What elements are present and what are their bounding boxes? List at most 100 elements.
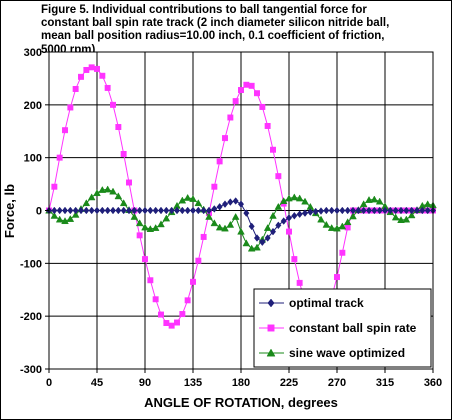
data-point: [205, 212, 213, 220]
legend-marker: [267, 298, 275, 308]
data-point: [419, 206, 426, 215]
data-point: [162, 214, 171, 222]
data-point: [67, 104, 74, 111]
data-point: [248, 82, 255, 89]
data-point: [194, 199, 203, 207]
data-point: [238, 87, 244, 94]
x-tick-labels: 0 45 90 135 180 225 270 315 360: [46, 369, 442, 389]
x-axis-label: ANGLE OF ROTATION, degrees: [144, 395, 338, 410]
data-point: [365, 196, 373, 203]
data-point: [263, 224, 272, 231]
data-point: [184, 206, 191, 215]
data-point: [66, 215, 75, 222]
data-point: [189, 206, 197, 215]
data-point: [296, 279, 303, 286]
data-point: [285, 214, 293, 222]
series-sine-wave-optimized: [45, 185, 437, 252]
data-point: [158, 311, 164, 318]
y-tick-label: 300: [24, 47, 42, 59]
data-point: [333, 206, 341, 215]
data-point: [141, 206, 149, 215]
data-point: [254, 90, 260, 97]
data-point: [168, 322, 175, 329]
data-point: [179, 206, 186, 215]
data-point: [295, 194, 304, 202]
chart-title-line: mean ball position radius=10.00 inch, 0.…: [41, 30, 385, 43]
data-point: [72, 206, 79, 215]
data-point: [157, 206, 165, 215]
data-point: [130, 212, 139, 220]
data-point: [83, 206, 90, 215]
data-point: [179, 311, 186, 318]
data-point: [242, 239, 251, 247]
data-point: [397, 216, 405, 223]
legend-label: sine wave optimized: [289, 346, 405, 360]
data-point: [216, 203, 223, 211]
data-point: [360, 206, 367, 215]
data-point: [152, 296, 159, 303]
data-point: [403, 206, 410, 215]
data-point: [237, 227, 245, 235]
data-point: [301, 197, 309, 205]
y-tick-label: -200: [20, 311, 42, 323]
data-point: [103, 185, 112, 193]
chart-title-line: constant ball spin rate track (2 inch di…: [41, 17, 390, 30]
data-point: [200, 233, 207, 240]
data-point: [349, 206, 357, 215]
data-point: [259, 103, 266, 110]
legend: optimal track constant ball spin rate sine…: [253, 288, 432, 368]
data-point: [227, 114, 234, 121]
data-point: [195, 257, 202, 264]
data-point: [115, 206, 122, 215]
data-point: [98, 185, 107, 193]
data-point: [275, 221, 282, 230]
x-tick-label: 180: [232, 377, 250, 389]
y-tick-label: -100: [20, 258, 42, 270]
data-point: [222, 135, 228, 142]
data-point: [135, 219, 144, 227]
legend-marker: [267, 324, 275, 332]
y-tick-label: -300: [20, 364, 42, 376]
data-point: [323, 206, 330, 215]
data-point: [141, 223, 149, 231]
data-point: [280, 217, 287, 225]
data-point: [215, 223, 224, 231]
data-point: [120, 150, 127, 157]
data-point: [174, 319, 180, 326]
data-point: [339, 249, 346, 256]
data-point: [232, 98, 239, 105]
data-point: [231, 212, 240, 220]
data-point: [62, 127, 68, 134]
x-tick-label: 0: [46, 377, 52, 389]
chart-title: Figure 5. Individual contributions to ba…: [41, 4, 446, 57]
data-point: [211, 183, 218, 190]
data-point: [83, 66, 90, 73]
data-point: [88, 64, 95, 71]
data-point: [210, 219, 219, 227]
data-point: [51, 206, 58, 215]
data-point: [317, 207, 325, 215]
data-point: [237, 200, 245, 208]
y-tick-label: 100: [24, 153, 42, 165]
legend-label: optimal track: [289, 296, 364, 310]
data-point: [259, 238, 266, 247]
chart-title-line: Figure 5. Individual contributions to ba…: [41, 4, 367, 16]
y-tick-labels: 300 200 100 0 -100 -200 -300: [20, 47, 49, 376]
data-point: [338, 222, 347, 230]
data-point: [327, 224, 336, 231]
data-point: [221, 200, 229, 208]
data-point: [355, 206, 362, 215]
data-point: [125, 206, 133, 215]
data-point: [110, 101, 116, 108]
data-point: [72, 86, 79, 92]
data-point: [120, 206, 127, 215]
data-point: [279, 197, 288, 204]
data-point: [248, 222, 255, 231]
data-point: [99, 72, 106, 79]
data-point: [290, 193, 299, 201]
data-point: [301, 209, 309, 217]
data-point: [413, 206, 421, 215]
y-tick-label: 200: [24, 100, 42, 112]
